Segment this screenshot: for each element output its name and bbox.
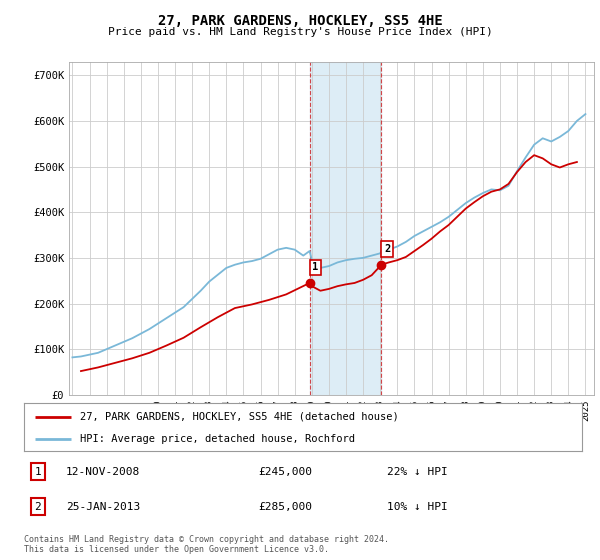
Text: 12-NOV-2008: 12-NOV-2008 bbox=[66, 467, 140, 477]
Text: 1: 1 bbox=[35, 467, 41, 477]
Text: 2: 2 bbox=[384, 244, 390, 254]
Text: 10% ↓ HPI: 10% ↓ HPI bbox=[387, 502, 448, 512]
Text: 27, PARK GARDENS, HOCKLEY, SS5 4HE (detached house): 27, PARK GARDENS, HOCKLEY, SS5 4HE (deta… bbox=[80, 412, 398, 422]
Text: HPI: Average price, detached house, Rochford: HPI: Average price, detached house, Roch… bbox=[80, 434, 355, 444]
Text: £245,000: £245,000 bbox=[259, 467, 313, 477]
Bar bbox=[310, 62, 382, 395]
Text: £285,000: £285,000 bbox=[259, 502, 313, 512]
Text: Price paid vs. HM Land Registry's House Price Index (HPI): Price paid vs. HM Land Registry's House … bbox=[107, 27, 493, 38]
Text: 22% ↓ HPI: 22% ↓ HPI bbox=[387, 467, 448, 477]
Text: 27, PARK GARDENS, HOCKLEY, SS5 4HE: 27, PARK GARDENS, HOCKLEY, SS5 4HE bbox=[158, 14, 442, 28]
Text: 2: 2 bbox=[35, 502, 41, 512]
Text: 1: 1 bbox=[312, 262, 319, 272]
Text: 25-JAN-2013: 25-JAN-2013 bbox=[66, 502, 140, 512]
Text: Contains HM Land Registry data © Crown copyright and database right 2024.
This d: Contains HM Land Registry data © Crown c… bbox=[24, 535, 389, 554]
